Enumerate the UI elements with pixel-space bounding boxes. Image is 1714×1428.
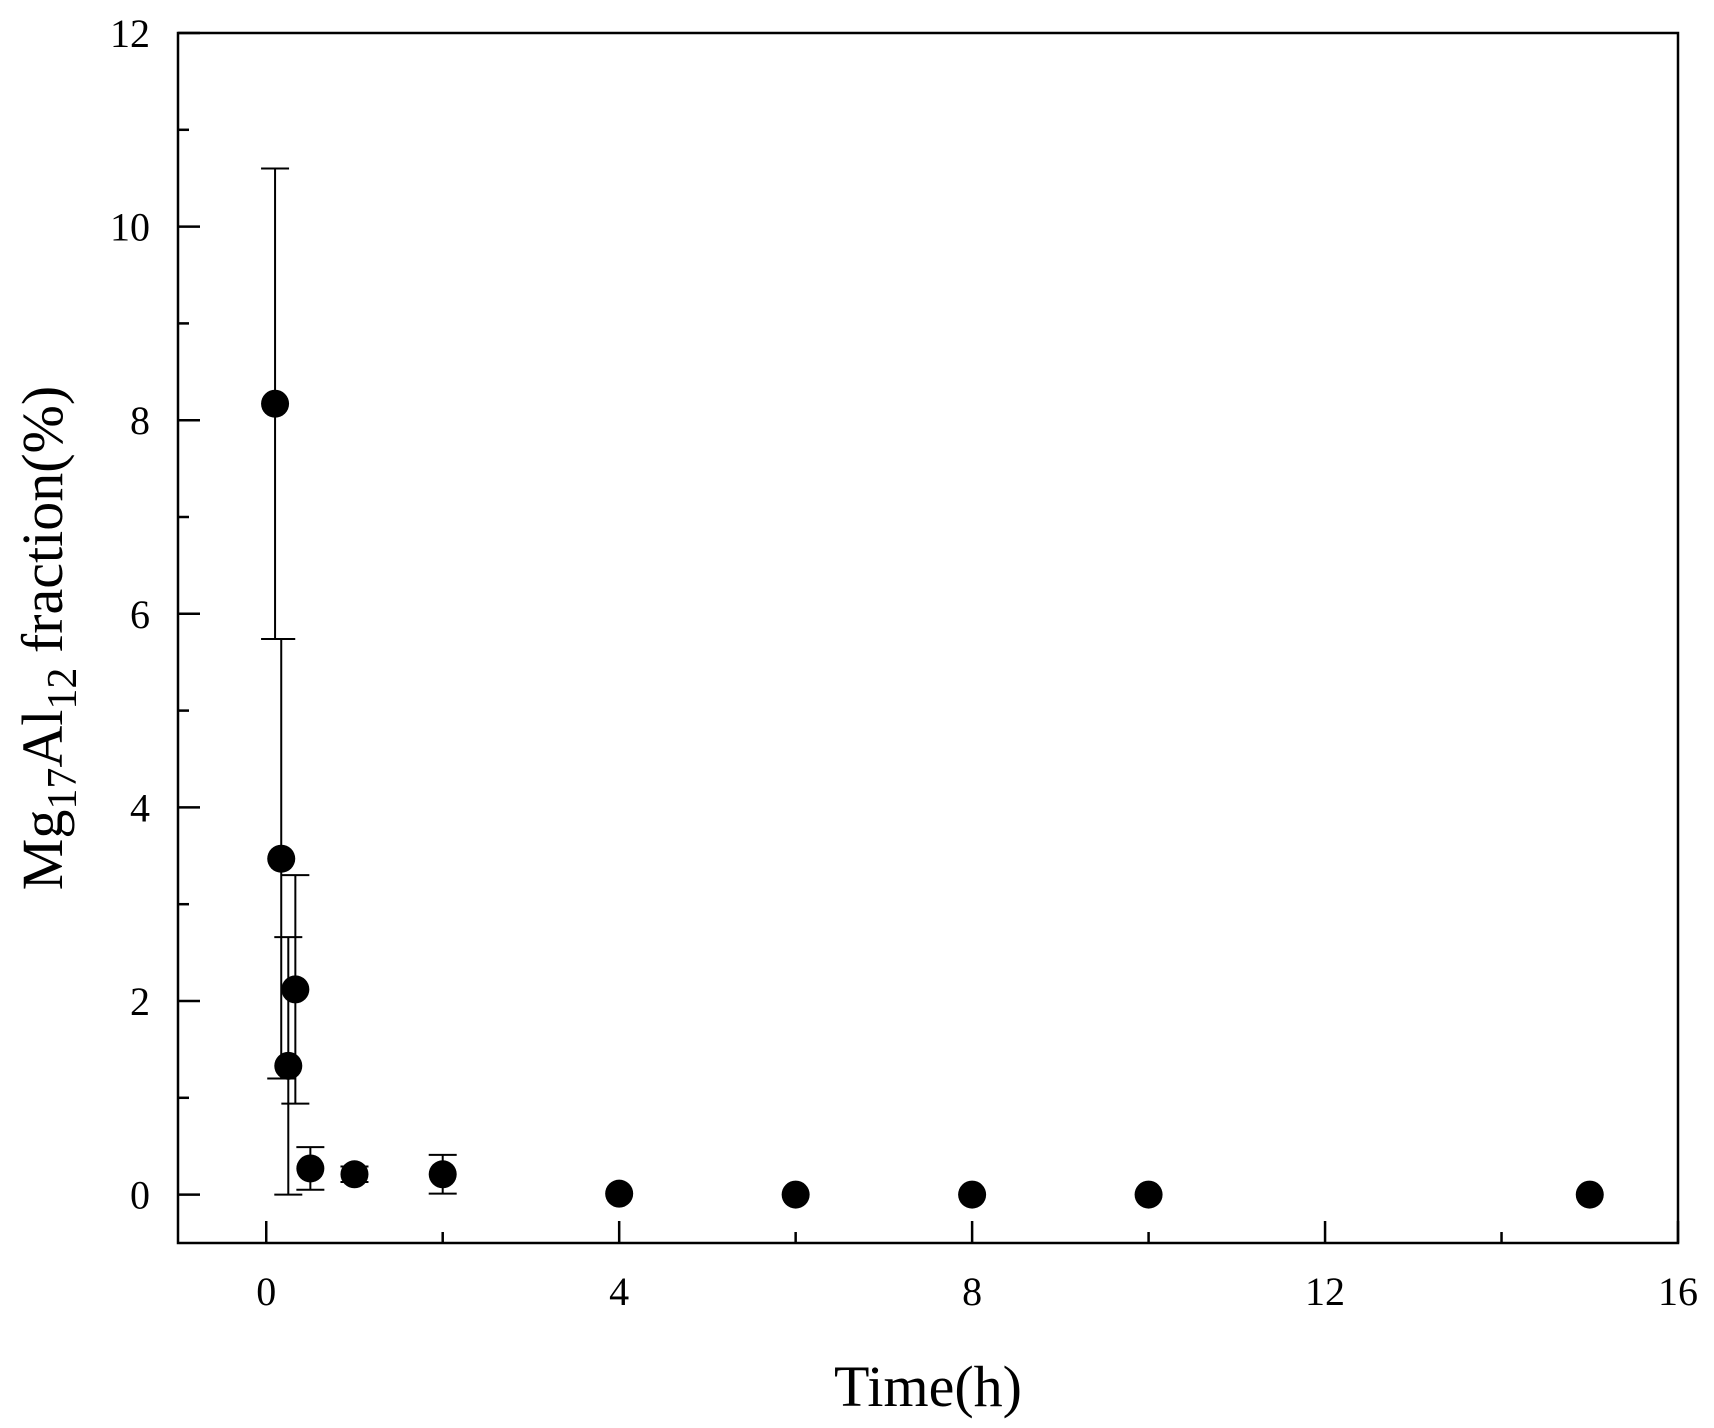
data-point [605,1179,634,1208]
data-point [296,1154,325,1183]
y-tick-label: 12 [110,11,150,56]
x-tick-label: 8 [962,1269,982,1314]
x-tick-label: 0 [256,1269,276,1314]
data-point [1134,1180,1163,1209]
data-point [267,844,296,873]
y-tick-label: 6 [130,592,150,637]
data-points [261,389,1604,1209]
data-point [958,1180,987,1209]
x-tick-label: 16 [1658,1269,1698,1314]
x-tick-label: 4 [609,1269,629,1314]
y-tick-label: 10 [110,205,150,250]
data-point [1575,1180,1604,1209]
data-point [781,1180,810,1209]
x-tick-label: 12 [1305,1269,1345,1314]
y-tick-label: 2 [130,979,150,1024]
y-tick-label: 8 [130,398,150,443]
y-axis-title: Mg17Al12 fraction(%) [10,386,86,890]
y-tick-label: 4 [130,785,150,830]
data-point [340,1160,369,1189]
data-point [261,389,290,418]
y-axis: 0 2 4 6 8 10 12 [110,11,200,1218]
error-bars [261,167,457,1196]
plot-frame [176,31,1680,1245]
data-point [274,1051,303,1080]
data-point [428,1160,457,1189]
y-tick-label: 0 [130,1173,150,1218]
x-axis-title: Time(h) [834,1354,1022,1419]
data-point [281,975,310,1004]
x-axis: 0 4 8 12 16 [256,1221,1698,1314]
